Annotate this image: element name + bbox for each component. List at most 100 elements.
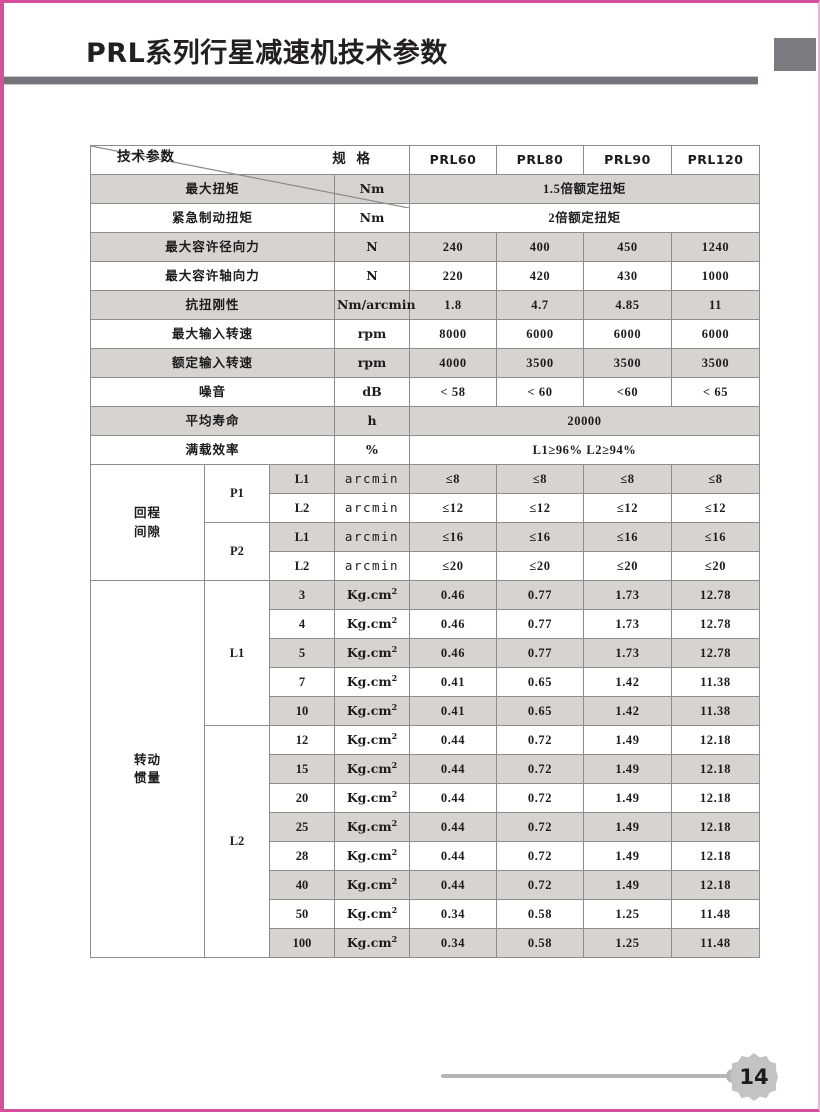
inertia-value: 1.42 [583,696,672,726]
inertia-unit-cell: Kg.cm2 [334,841,410,871]
table-row: 转动 惯量 L1 3 Kg.cm2 0.46 0.77 1.73 12.78 [90,580,760,958]
inertia-value: 0.72 [496,783,584,813]
row-value: 4.85 [583,290,672,320]
table-row: 20 Kg.cm2 0.44 0.72 1.49 12.18 [91,783,760,813]
backlash-stage: L1 [269,464,335,494]
inertia-value: 1.73 [583,580,672,610]
row-value: 450 [583,232,672,262]
inertia-value: 12.18 [671,725,760,755]
row-label: 额定输入转速 [90,348,335,378]
inertia-unit-cell: Kg.cm2 [334,638,410,668]
inertia-ratio: 3 [269,580,335,610]
inertia-ratio: 28 [269,841,335,871]
inertia-value: 0.41 [409,667,497,697]
row-value: 3500 [671,348,760,378]
inertia-value: 0.46 [409,638,497,668]
backlash-value: ≤8 [671,464,760,494]
row-value: < 65 [671,377,760,407]
inertia-value: 12.78 [671,609,760,639]
backlash-value: ≤16 [583,522,672,552]
inertia-value: 11.48 [671,899,760,929]
table-row: 抗扭刚性 Nm/arcmin 1.8 4.7 4.85 11 [90,290,760,320]
inertia-value: 12.18 [671,812,760,842]
backlash-unit: arcmin [334,464,410,494]
row-unit: N [334,261,410,291]
inertia-ratio: 5 [269,638,335,668]
header-corner-block [772,36,818,73]
inertia-ratio: 12 [269,725,335,755]
inertia-value: 12.78 [671,580,760,610]
table-row: 28 Kg.cm2 0.44 0.72 1.49 12.18 [91,841,760,871]
inertia-value: 11.48 [671,928,760,958]
page-number: 14 [739,1065,769,1089]
inertia-value: 0.77 [496,580,584,610]
backlash-value: ≤8 [583,464,672,494]
row-value: <60 [583,377,672,407]
row-label: 抗扭刚性 [90,290,335,320]
backlash-value: ≤20 [409,551,497,581]
inertia-value: 0.58 [496,928,584,958]
section-label-backlash: 回程 间隙 [90,464,205,581]
row-value-merged: 2倍额定扭矩 [409,203,760,233]
inertia-ratio: 20 [269,783,335,813]
inertia-value: 0.44 [409,783,497,813]
inertia-ratio: 40 [269,870,335,900]
row-label: 最大扭矩 [90,174,335,204]
inertia-unit-cell: Kg.cm2 [334,754,410,784]
page-title: PRL系列行星减速机技术参数 [86,38,448,69]
corner-diagonal-cell: 规 格 技术参数 [90,145,410,208]
table-row: 50 Kg.cm2 0.34 0.58 1.25 11.48 [91,899,760,929]
inertia-value: 1.25 [583,899,672,929]
inertia-value: 0.72 [496,812,584,842]
inertia-ratio: 50 [269,899,335,929]
inertia-ratio: 25 [269,812,335,842]
column-header-prl90: PRL90 [583,145,672,175]
inertia-ratio: 100 [269,928,335,958]
spec-table-wrapper: 规 格技术参数 PRL60 PRL80 PRL90 PRL120 最大扭矩 Nm 1.5倍额定… [90,145,760,958]
inertia-value: 0.72 [496,841,584,871]
table-row: 最大容许轴向力 N 220 420 430 1000 [90,261,760,291]
inertia-value: 1.73 [583,609,672,639]
row-unit: % [334,435,410,465]
table-row: 额定输入转速 rpm 4000 3500 3500 3500 [90,348,760,378]
inertia-value: 0.65 [496,696,584,726]
inertia-value: 1.49 [583,841,672,871]
table-row: P2 L1 arcmin ≤16 ≤16 ≤16 ≤16 [91,522,760,581]
footer-rule [441,1074,731,1078]
row-value-merged: 20000 [409,406,760,436]
table-row: 最大容许径向力 N 240 400 450 1240 [90,232,760,262]
inertia-value: 1.49 [583,754,672,784]
inertia-ratio: 7 [269,667,335,697]
row-value: 1240 [671,232,760,262]
inertia-value: 0.72 [496,754,584,784]
row-value-merged: L1≥96% L2≥94% [409,435,760,465]
row-unit: dB [334,377,410,407]
inertia-value: 12.18 [671,841,760,871]
table-row: 100 Kg.cm2 0.34 0.58 1.25 11.48 [91,928,760,958]
backlash-value: ≤16 [671,522,760,552]
row-value: 420 [496,261,584,291]
table-row: 紧急制动扭矩 Nm 2倍额定扭矩 [90,203,760,233]
table-row: 最大输入转速 rpm 8000 6000 6000 6000 [90,319,760,349]
inertia-unit-cell: Kg.cm2 [334,696,410,726]
row-value: < 60 [496,377,584,407]
inertia-value: 0.58 [496,899,584,929]
param-header-label: 技术参数 [117,149,175,166]
row-value: 6000 [496,319,584,349]
backlash-value: ≤8 [409,464,497,494]
row-value: 4.7 [496,290,584,320]
backlash-stage: L2 [269,493,335,523]
inertia-unit-cell: Kg.cm2 [334,667,410,697]
header-rule-bar [4,76,758,85]
row-value: 3500 [583,348,672,378]
inertia-unit-cell: Kg.cm2 [334,899,410,929]
row-value: 8000 [409,319,497,349]
backlash-value: ≤8 [496,464,584,494]
backlash-value: ≤20 [496,551,584,581]
inertia-value: 12.18 [671,754,760,784]
inertia-value: 0.41 [409,696,497,726]
inertia-group-l2: L2 [204,725,270,958]
table-row: 满载效率% L1≥96% L2≥94% [90,435,760,465]
inertia-unit-cell: Kg.cm2 [334,928,410,958]
inertia-unit-cell: Kg.cm2 [334,580,410,610]
